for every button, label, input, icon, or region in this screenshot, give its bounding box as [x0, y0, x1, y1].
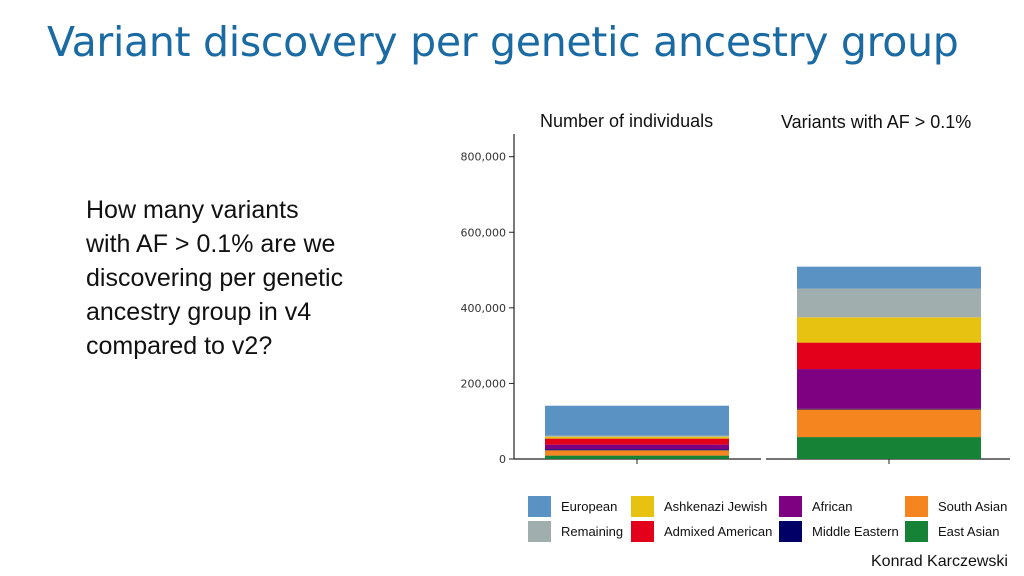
legend-item: African	[779, 494, 905, 519]
y-tick-label: 400,000	[461, 302, 507, 315]
legend-label: Remaining	[561, 524, 624, 539]
legend-swatch	[631, 496, 654, 517]
legend-label: South Asian	[938, 499, 1008, 514]
bar-segment	[545, 405, 729, 436]
bar-segment	[797, 408, 981, 410]
legend-item: European	[528, 494, 631, 519]
bar-segment	[797, 342, 981, 370]
author-credit: Konrad Karczewski	[871, 553, 1008, 570]
legend-item: Remaining	[528, 519, 631, 544]
bar-segment	[545, 449, 729, 451]
legend-swatch	[779, 496, 802, 517]
facet-title-variants: Variants with AF > 0.1%	[781, 112, 972, 132]
legend-label: African	[812, 499, 853, 514]
bar-segment	[797, 266, 981, 289]
legend-label: European	[561, 499, 618, 514]
facet-title-individuals: Number of individuals	[540, 111, 714, 131]
bar-segment	[797, 288, 981, 318]
y-tick-label: 600,000	[461, 226, 507, 239]
legend-swatch	[905, 496, 928, 517]
legend-item: Admixed American	[631, 519, 779, 544]
legend-item: South Asian	[905, 494, 1024, 519]
bar-segment	[545, 436, 729, 439]
chart-legend: European Ashkenazi Jewish African South Asi…	[528, 494, 1024, 544]
bar-segment	[545, 444, 729, 450]
y-tick-label: 800,000	[461, 151, 507, 164]
question-line: with AF > 0.1% are we	[86, 230, 336, 258]
bar-segment	[797, 317, 981, 343]
legend-label: Middle Eastern	[812, 524, 899, 539]
bar-segment	[545, 435, 729, 437]
slide-title: Variant discovery per genetic ancestry g…	[47, 18, 959, 66]
bar-segment	[545, 438, 729, 445]
bar-segment	[797, 437, 981, 459]
bar-segment	[545, 455, 729, 459]
question-line: discovering per genetic	[86, 264, 344, 292]
legend-item: East Asian	[905, 519, 1024, 544]
legend-label: Ashkenazi Jewish	[664, 499, 768, 514]
bar-segment	[545, 450, 729, 456]
question-text: How many variants with AF > 0.1% are we …	[86, 193, 406, 363]
y-tick-label: 200,000	[461, 377, 507, 390]
legend-item: Middle Eastern	[779, 519, 905, 544]
bar-segment	[797, 409, 981, 438]
question-line: How many variants	[86, 196, 299, 224]
bar-segment	[797, 369, 981, 409]
legend-label: Admixed American	[664, 524, 773, 539]
legend-swatch	[779, 521, 802, 542]
legend-item: Ashkenazi Jewish	[631, 494, 779, 519]
legend-label: East Asian	[938, 524, 1000, 539]
question-line: ancestry group in v4	[86, 298, 312, 326]
legend-swatch	[631, 521, 654, 542]
legend-swatch	[528, 496, 551, 517]
legend-swatch	[905, 521, 928, 542]
y-tick-label: 0	[499, 453, 506, 466]
question-line: compared to v2?	[86, 332, 273, 360]
legend-swatch	[528, 521, 551, 542]
